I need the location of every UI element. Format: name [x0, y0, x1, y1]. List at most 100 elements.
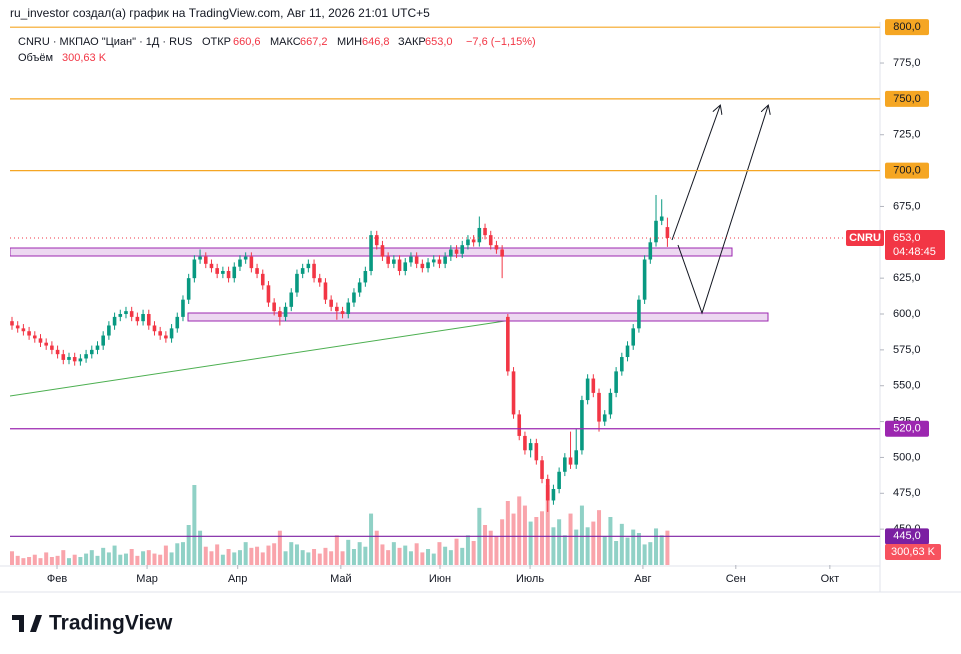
candle-body [580, 400, 584, 451]
level-box [885, 162, 929, 179]
candle-body [654, 220, 658, 243]
legend-close-label: ЗАКР [398, 36, 426, 48]
arrow-2 [677, 106, 768, 315]
volume-bar [380, 544, 385, 565]
volume-bar [112, 545, 117, 565]
candle-body [363, 270, 368, 283]
volume-bar [237, 550, 242, 565]
candle-body [517, 414, 522, 436]
candle-body [477, 227, 482, 243]
volume-bar [659, 535, 664, 565]
plot-content [10, 106, 768, 565]
trend-line [10, 320, 506, 397]
candle-body [44, 342, 48, 346]
candle-body [420, 263, 425, 269]
candle-body [300, 268, 305, 274]
candle-body [32, 335, 37, 339]
volume-bar [443, 546, 448, 565]
volume-bar [220, 554, 225, 565]
candle-body [443, 256, 447, 264]
candle-body [523, 435, 527, 451]
level-label: 700,0 [893, 164, 921, 176]
y-tick-label: 550,0 [893, 380, 921, 392]
volume-bar [488, 530, 493, 565]
y-tick-label: 675,0 [893, 200, 921, 212]
candle-body [642, 259, 647, 300]
volume-bar [158, 554, 163, 565]
last-price-symbol-box [846, 230, 884, 246]
level-box [885, 90, 929, 107]
candle-body [386, 256, 390, 264]
volume-bar [545, 485, 550, 565]
candle-body [625, 345, 630, 358]
volume-bar [426, 549, 431, 565]
candle-body [289, 292, 294, 307]
candle-body [38, 338, 43, 343]
volume-bar [294, 544, 299, 565]
volume-bar [55, 555, 60, 565]
volume-bar [619, 523, 624, 565]
volume-bar [642, 544, 647, 565]
volume-bar [312, 549, 317, 565]
candle-body [272, 302, 276, 312]
last-price-countdown: 04:48:45 [893, 246, 936, 258]
candle-body [557, 471, 561, 489]
candle-body [158, 331, 162, 336]
volume-bar [323, 547, 328, 565]
volume-bar [192, 485, 197, 565]
volume-bar [414, 543, 419, 565]
candle-body [146, 314, 151, 326]
level-box [885, 19, 929, 36]
candle-body [534, 443, 539, 461]
volume-bar [608, 517, 613, 565]
candle-body [403, 262, 408, 271]
volume-bar [129, 549, 134, 565]
volume-bar [471, 541, 476, 565]
candle-body [392, 259, 396, 264]
candle-body [637, 299, 641, 329]
candle-body [198, 256, 202, 260]
candle-body [591, 378, 596, 393]
candle-body [50, 345, 54, 350]
volume-bar [306, 552, 311, 565]
candle-body [335, 306, 339, 312]
last-price-symbol: CNRU [849, 232, 881, 244]
volume-bar [431, 553, 436, 565]
volume-bar [226, 549, 231, 565]
candle-body [101, 335, 105, 346]
candle-body [431, 259, 436, 263]
candle-body [397, 259, 402, 271]
volume-bar [135, 555, 140, 565]
volume-bar [260, 552, 265, 565]
candle-body [232, 266, 237, 279]
candle-body [78, 358, 83, 362]
candle-body [648, 242, 653, 260]
volume-bar [123, 553, 128, 565]
candle-body [426, 262, 430, 269]
candle-body [323, 282, 328, 300]
volume-bar [346, 539, 351, 565]
volume-bar [408, 551, 413, 565]
zone-lower [187, 312, 769, 322]
y-tick-label: 625,0 [893, 272, 921, 284]
legend-close: 653,0 [425, 36, 453, 48]
y-tick-label: 600,0 [893, 308, 921, 320]
volume-bar [591, 521, 596, 565]
volume-bar [198, 530, 203, 565]
candle-body [203, 256, 208, 264]
candle-body [95, 345, 100, 350]
volume-bar [357, 542, 362, 565]
volume-bar [579, 505, 584, 565]
legend-symbol: CNRU · МКПАО "Циан" · 1Д · RUS [18, 36, 192, 48]
candle-body [118, 314, 123, 317]
candle-body [614, 371, 618, 393]
y-tick-label: 475,0 [893, 487, 921, 499]
candle-body [568, 457, 573, 465]
x-tick-label: Сен [726, 573, 746, 585]
candle-body [72, 357, 77, 362]
candle-body [283, 306, 288, 317]
candle-body [551, 488, 556, 501]
volume-bar [597, 510, 602, 565]
candle-body [169, 328, 174, 339]
candle-body [483, 227, 487, 236]
